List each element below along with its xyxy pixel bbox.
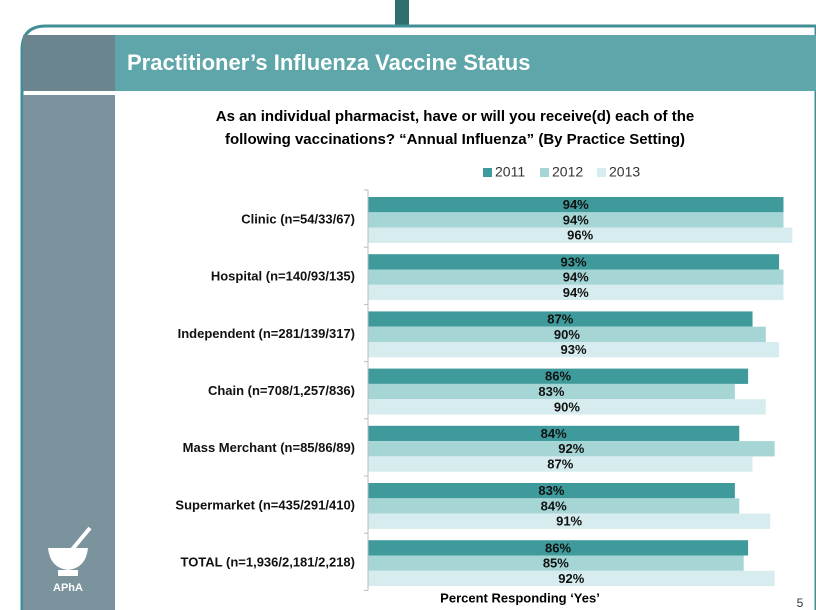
bar — [368, 197, 784, 213]
category-label: TOTAL (n=1,936/2,181/2,218) — [180, 555, 355, 570]
bar — [368, 498, 740, 514]
bar — [368, 212, 784, 228]
value-label: 84% — [541, 426, 567, 441]
value-label: 85% — [543, 556, 569, 571]
value-label: 84% — [541, 498, 567, 513]
value-label: 90% — [554, 327, 580, 342]
bar — [368, 425, 740, 442]
value-label: 87% — [547, 311, 573, 326]
value-label: 90% — [554, 399, 580, 414]
value-label: 83% — [538, 483, 564, 498]
legend-swatch — [597, 168, 606, 177]
category-label: Independent (n=281/139/317) — [178, 326, 355, 341]
page-number: 5 — [797, 596, 804, 610]
bar — [368, 441, 775, 457]
bar — [368, 284, 784, 301]
bar — [368, 254, 780, 270]
bar — [368, 513, 771, 529]
bar — [368, 456, 753, 472]
value-label: 86% — [545, 540, 571, 555]
bar — [368, 383, 735, 400]
category-label: Supermarket (n=435/291/410) — [175, 497, 355, 512]
value-label: 94% — [563, 285, 589, 300]
value-label: 92% — [558, 441, 584, 456]
category-label: Clinic (n=54/33/67) — [241, 211, 355, 226]
subtitle: following vaccinations? “Annual Influenz… — [225, 131, 685, 148]
title-band — [115, 35, 816, 91]
bar — [368, 342, 780, 358]
value-label: 86% — [545, 369, 571, 384]
value-label: 96% — [567, 228, 593, 243]
value-label: 94% — [563, 270, 589, 285]
top-connector — [395, 0, 409, 26]
value-label: 87% — [547, 456, 573, 471]
bar — [368, 311, 753, 327]
bar — [368, 399, 766, 415]
value-label: 94% — [563, 212, 589, 227]
bar — [368, 570, 775, 587]
side-panel-top — [23, 35, 115, 91]
value-label: 93% — [561, 342, 587, 357]
frame — [20, 24, 816, 610]
legend-label: 2012 — [552, 164, 583, 180]
logo: APhA — [48, 526, 92, 594]
bar — [368, 368, 749, 384]
legend-swatch — [540, 168, 549, 177]
category-label: Mass Merchant (n=85/86/89) — [183, 440, 355, 455]
slide-title: Practitioner’s Influenza Vaccine Status — [127, 50, 530, 75]
bar — [368, 269, 784, 285]
bar — [368, 555, 744, 571]
bar — [368, 227, 793, 243]
legend-label: 2011 — [495, 164, 525, 180]
value-label: 94% — [563, 197, 589, 212]
value-label: 92% — [558, 571, 584, 586]
subtitle: As an individual pharmacist, have or wil… — [216, 108, 694, 125]
bar — [368, 326, 766, 342]
legend-label: 2013 — [609, 164, 640, 180]
legend-swatch — [483, 168, 492, 177]
value-label: 93% — [561, 254, 587, 269]
x-axis-title: Percent Responding ‘Yes’ — [440, 590, 600, 605]
bar — [368, 540, 749, 556]
value-label: 83% — [538, 384, 564, 399]
category-label: Chain (n=708/1,257/836) — [208, 383, 355, 398]
side-panel — [23, 95, 115, 610]
category-label: Hospital (n=140/93/135) — [211, 269, 355, 284]
logo-text: APhA — [53, 582, 83, 594]
bar — [368, 483, 735, 499]
value-label: 91% — [556, 514, 582, 529]
